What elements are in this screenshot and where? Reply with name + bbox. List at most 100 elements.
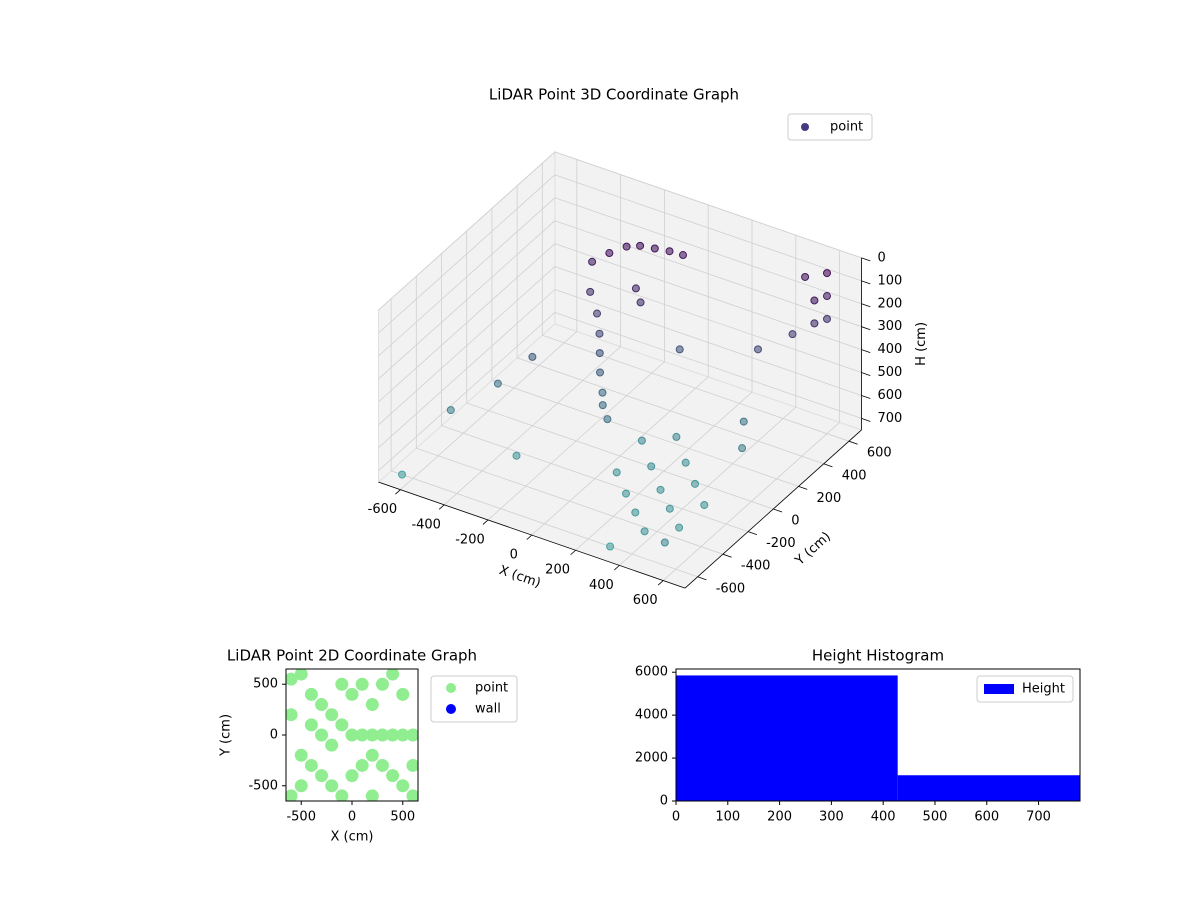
tick-mark	[861, 326, 871, 331]
point	[656, 485, 665, 494]
legend-marker	[446, 683, 456, 693]
point	[304, 718, 318, 732]
tick-mark	[482, 519, 489, 525]
x-tick-label: 0	[348, 810, 356, 825]
y-tick-label: -500	[248, 778, 278, 793]
point	[612, 468, 621, 477]
point	[665, 504, 674, 513]
point	[355, 728, 369, 742]
x-tick-label: 500	[923, 810, 948, 825]
point	[325, 738, 339, 752]
point	[286, 672, 298, 686]
point	[396, 728, 410, 742]
point	[315, 769, 329, 783]
point	[681, 458, 690, 467]
legend-marker	[984, 684, 1014, 694]
point	[386, 728, 400, 742]
x-tick-label: 300	[819, 810, 844, 825]
point	[286, 789, 298, 801]
point	[345, 769, 359, 783]
point	[406, 728, 418, 742]
tick-mark	[438, 504, 445, 510]
chart-title: Height Histogram	[812, 647, 944, 665]
grid-line	[554, 174, 862, 282]
grid-line	[378, 266, 556, 426]
grid-line	[378, 174, 556, 334]
point	[810, 319, 819, 328]
y-tick-label: 6000	[635, 665, 668, 680]
legend-box	[976, 675, 1074, 703]
point	[675, 523, 684, 532]
tick-mark	[861, 372, 871, 376]
point	[665, 247, 674, 256]
legend-label: point	[830, 120, 863, 135]
y-tick-label: 2000	[635, 751, 668, 766]
tick-mark	[861, 257, 871, 262]
grid-line	[390, 470, 698, 578]
point	[823, 292, 831, 301]
z-tick-label: 600	[878, 388, 903, 403]
point	[801, 272, 810, 281]
point	[660, 538, 669, 547]
grid-line	[378, 220, 556, 380]
legend-box	[430, 675, 518, 723]
tick-mark	[697, 576, 707, 581]
point	[622, 489, 630, 498]
z-tick-label: 500	[878, 365, 903, 380]
point	[823, 314, 831, 323]
point	[679, 251, 687, 260]
point	[810, 296, 819, 305]
x-tick-label: -400	[411, 517, 441, 532]
point	[595, 349, 604, 358]
y-tick-label: 0	[270, 728, 278, 743]
x-tick-label: 700	[1026, 810, 1051, 825]
point	[446, 406, 455, 415]
point	[739, 417, 748, 426]
point	[406, 789, 418, 801]
point	[294, 779, 308, 793]
point	[598, 401, 607, 410]
point	[315, 728, 329, 742]
bar	[897, 775, 1080, 801]
x-axis-label: X (cm)	[331, 830, 374, 845]
x-tick-label: 200	[545, 563, 570, 578]
point	[325, 779, 339, 793]
point	[315, 698, 329, 712]
y-tick-label: -400	[741, 559, 771, 574]
tick-mark	[861, 418, 871, 422]
tick-mark	[722, 553, 732, 558]
grid-line	[554, 243, 862, 351]
x-tick-label: 100	[715, 810, 740, 825]
plot-area	[286, 669, 418, 801]
x-tick-label: 500	[390, 810, 415, 825]
grid-line	[554, 266, 862, 373]
point	[823, 269, 831, 278]
x-tick-label: -500	[286, 810, 316, 825]
tick-mark	[773, 508, 783, 513]
point	[375, 758, 389, 772]
legend-marker	[446, 704, 456, 714]
x-tick-label: 600	[974, 810, 999, 825]
x-tick-label: 200	[767, 810, 792, 825]
point	[345, 687, 359, 701]
z-axis-label: H (cm)	[914, 322, 929, 366]
point	[596, 368, 605, 377]
point	[304, 758, 318, 772]
legend-marker	[801, 123, 809, 131]
tick-mark	[798, 486, 808, 490]
x-tick-label: 0	[672, 810, 680, 825]
point	[375, 677, 389, 691]
chart-title: LiDAR Point 2D Coordinate Graph	[227, 647, 477, 665]
y-tick-label: 500	[253, 677, 278, 692]
point	[398, 470, 407, 479]
point	[365, 789, 379, 801]
tick-mark	[861, 349, 871, 354]
tick-mark	[848, 440, 858, 445]
point	[636, 241, 645, 250]
y-axis-line	[684, 429, 862, 589]
y-tick-label: 4000	[635, 708, 668, 723]
z-tick-label: 100	[878, 273, 903, 288]
point	[345, 728, 359, 742]
point	[386, 669, 400, 681]
